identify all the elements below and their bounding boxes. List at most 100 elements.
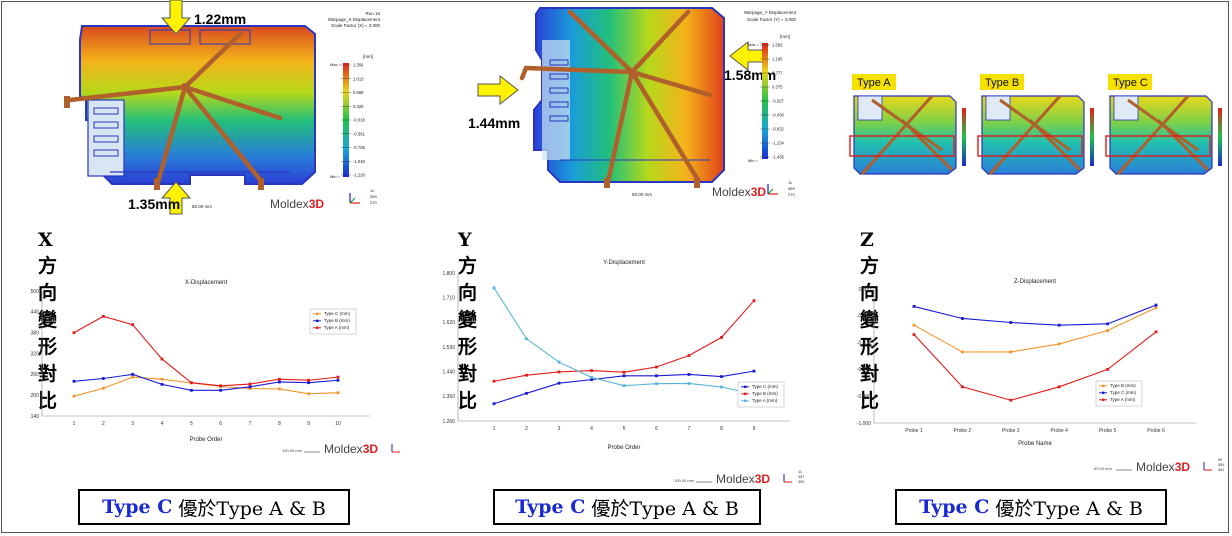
x-tick-label: 2 (525, 426, 528, 432)
y-tick-label: 1.620 (442, 320, 455, 326)
y-tick-label: 1.440 (30, 310, 39, 316)
chart-scale-bar: 100.00 mm (282, 448, 303, 453)
data-point (687, 373, 691, 376)
data-point (590, 378, 593, 382)
mold-z-runner (999, 98, 1071, 152)
data-point (336, 375, 340, 379)
axis-triad-icon (767, 184, 778, 195)
mold-y-axis-num-1: 11 (788, 180, 793, 185)
mold-z-runner (860, 94, 934, 176)
mold-z-highlight-box (977, 135, 1083, 157)
y-tick-label: 1.500 (30, 289, 39, 295)
mold-x-unit: [mm] (363, 54, 373, 59)
legend-label: Type B (mm) (752, 391, 778, 396)
x-tick-label: Probe 3 (1002, 428, 1020, 434)
legend-marker (316, 319, 319, 322)
data-point (1154, 303, 1158, 307)
data-point (687, 354, 691, 357)
mold-y-axis-num-2: 359 (788, 186, 795, 191)
data-point (1154, 306, 1158, 310)
conclusion-y: Type C 優於Type A & B (493, 489, 761, 525)
data-point (277, 377, 281, 381)
data-point (131, 323, 135, 327)
data-point (1057, 342, 1061, 346)
y-tick-label: 1.200 (30, 393, 39, 399)
mold-z-runner (988, 94, 1062, 176)
scale-value: -0.430 (772, 113, 785, 118)
x-tick-label: Probe 6 (1147, 428, 1165, 434)
mold-x-header-2: Warpage_X Displacement (328, 17, 381, 22)
series-line (73, 315, 339, 387)
mold-z-detail (985, 95, 1011, 121)
data-point (101, 386, 105, 390)
series-line (913, 307, 1157, 353)
x-tick-label: 8 (278, 421, 281, 427)
legend-marker (1102, 391, 1105, 394)
mold-z-detail (1113, 95, 1139, 121)
data-point (336, 391, 340, 395)
legend-marker (1102, 398, 1105, 401)
conclusion-x-text: 優於Type A & B (178, 497, 326, 520)
y-tick-label: 1.800 (442, 271, 455, 277)
scale-value: 1.582 (772, 43, 783, 48)
arrow-up-icon (160, 181, 192, 215)
data-point (219, 388, 223, 392)
x-tick-label: 6 (219, 421, 222, 427)
x-tick-label: Probe 4 (1050, 428, 1068, 434)
x-tick-label: 10 (335, 421, 341, 427)
data-point (1057, 385, 1061, 389)
data-point (277, 387, 281, 391)
axis-number: 357 (798, 475, 804, 479)
scale-value: -0.027 (772, 99, 785, 104)
chart-brand: Moldex3D (324, 442, 378, 456)
data-point (248, 385, 252, 389)
y-tick-label: 1.350 (442, 394, 455, 400)
mold-z-thumb-type-c: Type C (1105, 74, 1222, 176)
y-tick-label: 1.710 (442, 295, 455, 301)
mold-x-axis-num-3: 270 (370, 200, 377, 205)
chart-x-displacement: X-Displacement 1.500 1.440 1.380 1.320 1.260 1… (30, 280, 400, 456)
mold-z-image: Type A Type B Type C (849, 74, 1222, 176)
legend-label: Type C (mm) (752, 384, 779, 389)
mold-x-scale-labels: 1.356 1.013 0.669 0.326 -0.018 -0.361 -0.705 -1… (341, 63, 366, 178)
conclusion-z-text: 優於Type A & B (995, 497, 1143, 520)
mold-z-thumb-type-b: Type B (977, 74, 1094, 176)
data-point (590, 376, 593, 379)
axis-triad-icon (349, 193, 360, 204)
data-point (248, 387, 252, 390)
mold-y-gates (604, 68, 700, 188)
data-point (622, 374, 626, 378)
scale-value: 1.356 (353, 63, 364, 68)
axis-number: 89 (1218, 458, 1222, 462)
conclusion-y-text: 優於Type A & B (591, 497, 739, 520)
data-point (912, 305, 916, 308)
mold-z-runner (871, 98, 943, 152)
data-point (101, 377, 105, 380)
data-point (655, 374, 658, 378)
data-point (1106, 329, 1109, 332)
chart-scale-bar: 60.00 mm (1094, 466, 1112, 471)
data-point (557, 360, 561, 364)
y-tick-label: 1.140 (30, 414, 39, 420)
data-point (557, 370, 561, 374)
data-point (189, 388, 193, 392)
y-tick-label: 1.380 (30, 330, 39, 336)
scale-value: 0.326 (353, 104, 364, 109)
mold-x-min-label: Min = (330, 174, 341, 179)
x-tick-label: 9 (753, 426, 756, 432)
data-point (1009, 321, 1013, 324)
mold-y-header-2: Scale Factor (Y) = 3.000 (747, 17, 796, 22)
y-tick-label: 1.440 (442, 369, 455, 375)
data-point (1106, 368, 1109, 371)
y-tick-label: 1.320 (30, 351, 39, 357)
conclusion-z: Type C 優於Type A & B (895, 489, 1167, 525)
axis-number: 359 (1218, 463, 1224, 467)
data-point (912, 333, 916, 336)
y-tick-label: -0.400 (857, 340, 871, 346)
mold-y-min-label: Min = (748, 158, 759, 163)
data-point (101, 314, 105, 318)
mold-x-scalebar: 80.00 mm (192, 204, 212, 209)
x-tick-label: 6 (655, 426, 658, 432)
y-tick-label: -1.000 (857, 421, 871, 427)
mold-y-unit: [mm] (780, 34, 790, 39)
